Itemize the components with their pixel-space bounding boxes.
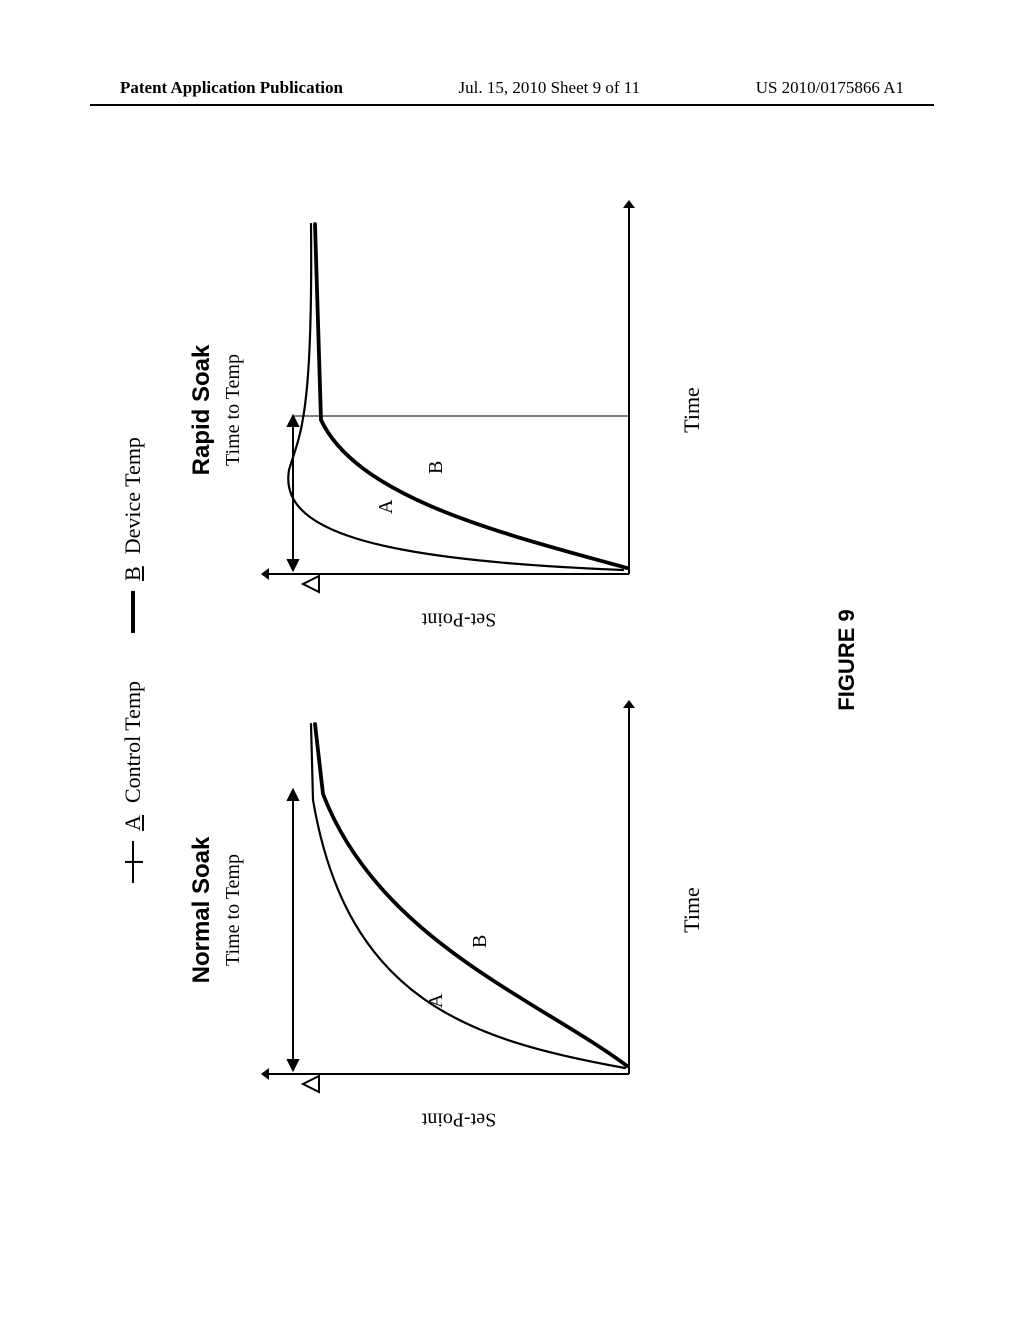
legend: A Control Temp B Device Temp (120, 437, 146, 883)
legend-swatch-b-icon (131, 591, 135, 633)
panel-normal-curve-b-label: B (469, 935, 492, 948)
panel-rapid-xlabel: Time (679, 200, 705, 620)
legend-swatch-a-icon (132, 841, 134, 883)
panel-rapid-title: Rapid Soak (188, 200, 216, 620)
legend-b-letter: B (120, 566, 146, 581)
panel-rapid-plot: Set-Point A B (249, 200, 669, 620)
header-left: Patent Application Publication (120, 78, 343, 98)
header-center: Jul. 15, 2010 Sheet 9 of 11 (458, 78, 640, 98)
legend-item-b: B Device Temp (120, 437, 146, 633)
header-rule (90, 104, 934, 106)
figure-caption: FIGURE 9 (834, 609, 860, 710)
header-right: US 2010/0175866 A1 (756, 78, 904, 98)
panel-rapid-curve-a-label: A (375, 500, 398, 514)
panel-normal-title: Normal Soak (188, 700, 216, 1120)
panel-rapid-soak: Rapid Soak Time to Temp Set-Point A B Ti… (188, 200, 800, 620)
legend-a-letter: A (120, 815, 146, 831)
panel-normal-xlabel: Time (679, 700, 705, 1120)
panel-normal-ylabel: Set-Point (422, 1107, 496, 1130)
panel-normal-plot: Set-Point A B (249, 700, 669, 1120)
legend-item-a: A Control Temp (120, 681, 146, 883)
panel-rapid-subtitle: Time to Temp (222, 200, 245, 620)
panel-normal-subtitle: Time to Temp (222, 700, 245, 1120)
panel-rapid-ylabel: Set-Point (422, 607, 496, 630)
panel-rapid-svg (249, 200, 669, 620)
legend-b-text: Device Temp (120, 437, 146, 554)
panel-normal-curve-a-label: A (425, 994, 448, 1008)
panel-normal-svg (249, 700, 669, 1120)
panel-normal-soak: Normal Soak Time to Temp Set-Point A B T… (188, 700, 800, 1120)
figure-rotated-host: A Control Temp B Device Temp Normal Soak… (120, 140, 860, 1180)
panel-row: Normal Soak Time to Temp Set-Point A B T… (188, 140, 800, 1180)
page-header: Patent Application Publication Jul. 15, … (0, 0, 1024, 98)
panel-rapid-curve-b-label: B (425, 461, 448, 474)
legend-a-text: Control Temp (120, 681, 146, 803)
figure-9: A Control Temp B Device Temp Normal Soak… (120, 140, 860, 1180)
